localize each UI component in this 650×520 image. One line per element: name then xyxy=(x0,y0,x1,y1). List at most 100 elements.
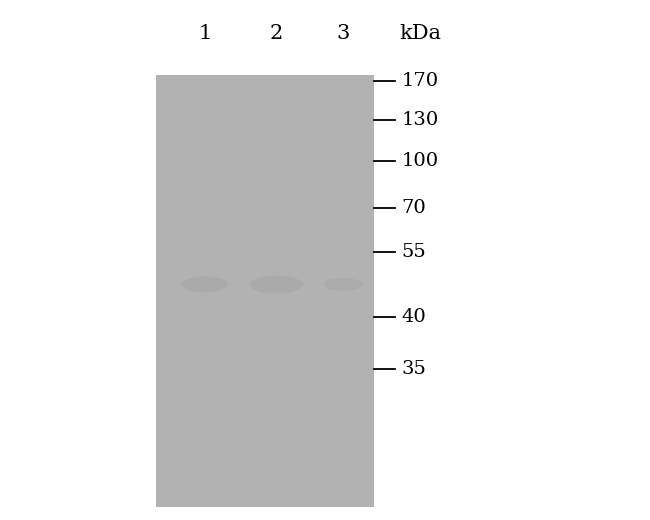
Ellipse shape xyxy=(182,277,228,292)
Ellipse shape xyxy=(188,279,222,290)
Ellipse shape xyxy=(330,280,357,289)
Text: 35: 35 xyxy=(402,360,426,378)
Bar xyxy=(156,75,374,507)
Ellipse shape xyxy=(274,283,279,285)
Ellipse shape xyxy=(255,277,298,292)
Ellipse shape xyxy=(181,277,228,292)
Text: 3: 3 xyxy=(337,24,350,43)
Ellipse shape xyxy=(201,283,209,286)
Ellipse shape xyxy=(198,282,212,287)
Text: 130: 130 xyxy=(402,111,439,128)
Ellipse shape xyxy=(196,281,214,288)
Ellipse shape xyxy=(334,281,352,288)
Ellipse shape xyxy=(198,282,211,287)
Ellipse shape xyxy=(257,278,296,291)
Ellipse shape xyxy=(252,276,301,293)
Ellipse shape xyxy=(339,283,347,285)
Ellipse shape xyxy=(274,284,278,285)
Ellipse shape xyxy=(340,283,346,285)
Ellipse shape xyxy=(335,282,352,287)
Ellipse shape xyxy=(250,276,303,293)
Ellipse shape xyxy=(266,281,286,288)
Text: 100: 100 xyxy=(402,152,439,170)
Ellipse shape xyxy=(276,284,277,285)
Ellipse shape xyxy=(333,281,354,288)
Ellipse shape xyxy=(269,282,283,287)
Text: 70: 70 xyxy=(402,199,426,217)
Ellipse shape xyxy=(183,277,227,292)
Ellipse shape xyxy=(194,281,216,288)
Ellipse shape xyxy=(187,279,223,291)
Ellipse shape xyxy=(339,283,348,286)
Ellipse shape xyxy=(338,283,348,286)
Ellipse shape xyxy=(342,284,345,285)
Ellipse shape xyxy=(336,282,350,287)
Ellipse shape xyxy=(337,282,350,287)
Ellipse shape xyxy=(261,279,291,290)
Ellipse shape xyxy=(250,276,302,293)
Ellipse shape xyxy=(252,277,300,292)
Ellipse shape xyxy=(184,278,226,292)
Ellipse shape xyxy=(341,284,345,285)
Ellipse shape xyxy=(192,280,218,289)
Ellipse shape xyxy=(272,283,281,286)
Ellipse shape xyxy=(265,281,288,288)
Ellipse shape xyxy=(202,284,207,285)
Ellipse shape xyxy=(328,279,359,290)
Ellipse shape xyxy=(188,279,221,290)
Ellipse shape xyxy=(189,279,220,290)
Ellipse shape xyxy=(329,280,358,289)
Ellipse shape xyxy=(331,280,356,289)
Ellipse shape xyxy=(264,280,289,289)
Ellipse shape xyxy=(254,277,298,292)
Ellipse shape xyxy=(262,280,291,289)
Ellipse shape xyxy=(259,279,293,290)
Ellipse shape xyxy=(326,279,361,290)
Ellipse shape xyxy=(341,283,346,285)
Ellipse shape xyxy=(186,278,224,291)
Ellipse shape xyxy=(260,279,292,290)
Ellipse shape xyxy=(266,281,287,288)
Ellipse shape xyxy=(328,280,358,289)
Ellipse shape xyxy=(273,283,280,285)
Ellipse shape xyxy=(196,282,213,288)
Ellipse shape xyxy=(185,278,224,291)
Text: kDa: kDa xyxy=(400,24,442,43)
Ellipse shape xyxy=(324,278,362,291)
Ellipse shape xyxy=(200,283,209,286)
Ellipse shape xyxy=(190,280,219,289)
Ellipse shape xyxy=(271,283,281,286)
Ellipse shape xyxy=(257,278,295,291)
Ellipse shape xyxy=(256,278,296,291)
Ellipse shape xyxy=(335,282,351,287)
Ellipse shape xyxy=(190,280,220,289)
Ellipse shape xyxy=(204,284,205,285)
Ellipse shape xyxy=(330,280,356,289)
Ellipse shape xyxy=(337,282,349,287)
Ellipse shape xyxy=(324,278,363,291)
Ellipse shape xyxy=(193,281,216,289)
Ellipse shape xyxy=(185,278,225,291)
Ellipse shape xyxy=(267,281,285,288)
Ellipse shape xyxy=(326,279,360,290)
Ellipse shape xyxy=(192,280,217,289)
Ellipse shape xyxy=(270,282,283,287)
Ellipse shape xyxy=(194,281,215,288)
Ellipse shape xyxy=(327,279,359,290)
Ellipse shape xyxy=(325,279,361,290)
Ellipse shape xyxy=(332,281,354,288)
Ellipse shape xyxy=(332,281,355,288)
Ellipse shape xyxy=(333,281,353,288)
Ellipse shape xyxy=(202,283,208,285)
Text: 2: 2 xyxy=(270,24,283,43)
Ellipse shape xyxy=(203,284,206,285)
Text: 55: 55 xyxy=(402,243,426,261)
Ellipse shape xyxy=(200,283,210,286)
Text: 170: 170 xyxy=(402,72,439,89)
Text: 40: 40 xyxy=(402,308,426,326)
Ellipse shape xyxy=(268,282,284,287)
Ellipse shape xyxy=(263,280,290,289)
Ellipse shape xyxy=(253,277,300,292)
Ellipse shape xyxy=(197,282,213,287)
Ellipse shape xyxy=(259,279,294,290)
